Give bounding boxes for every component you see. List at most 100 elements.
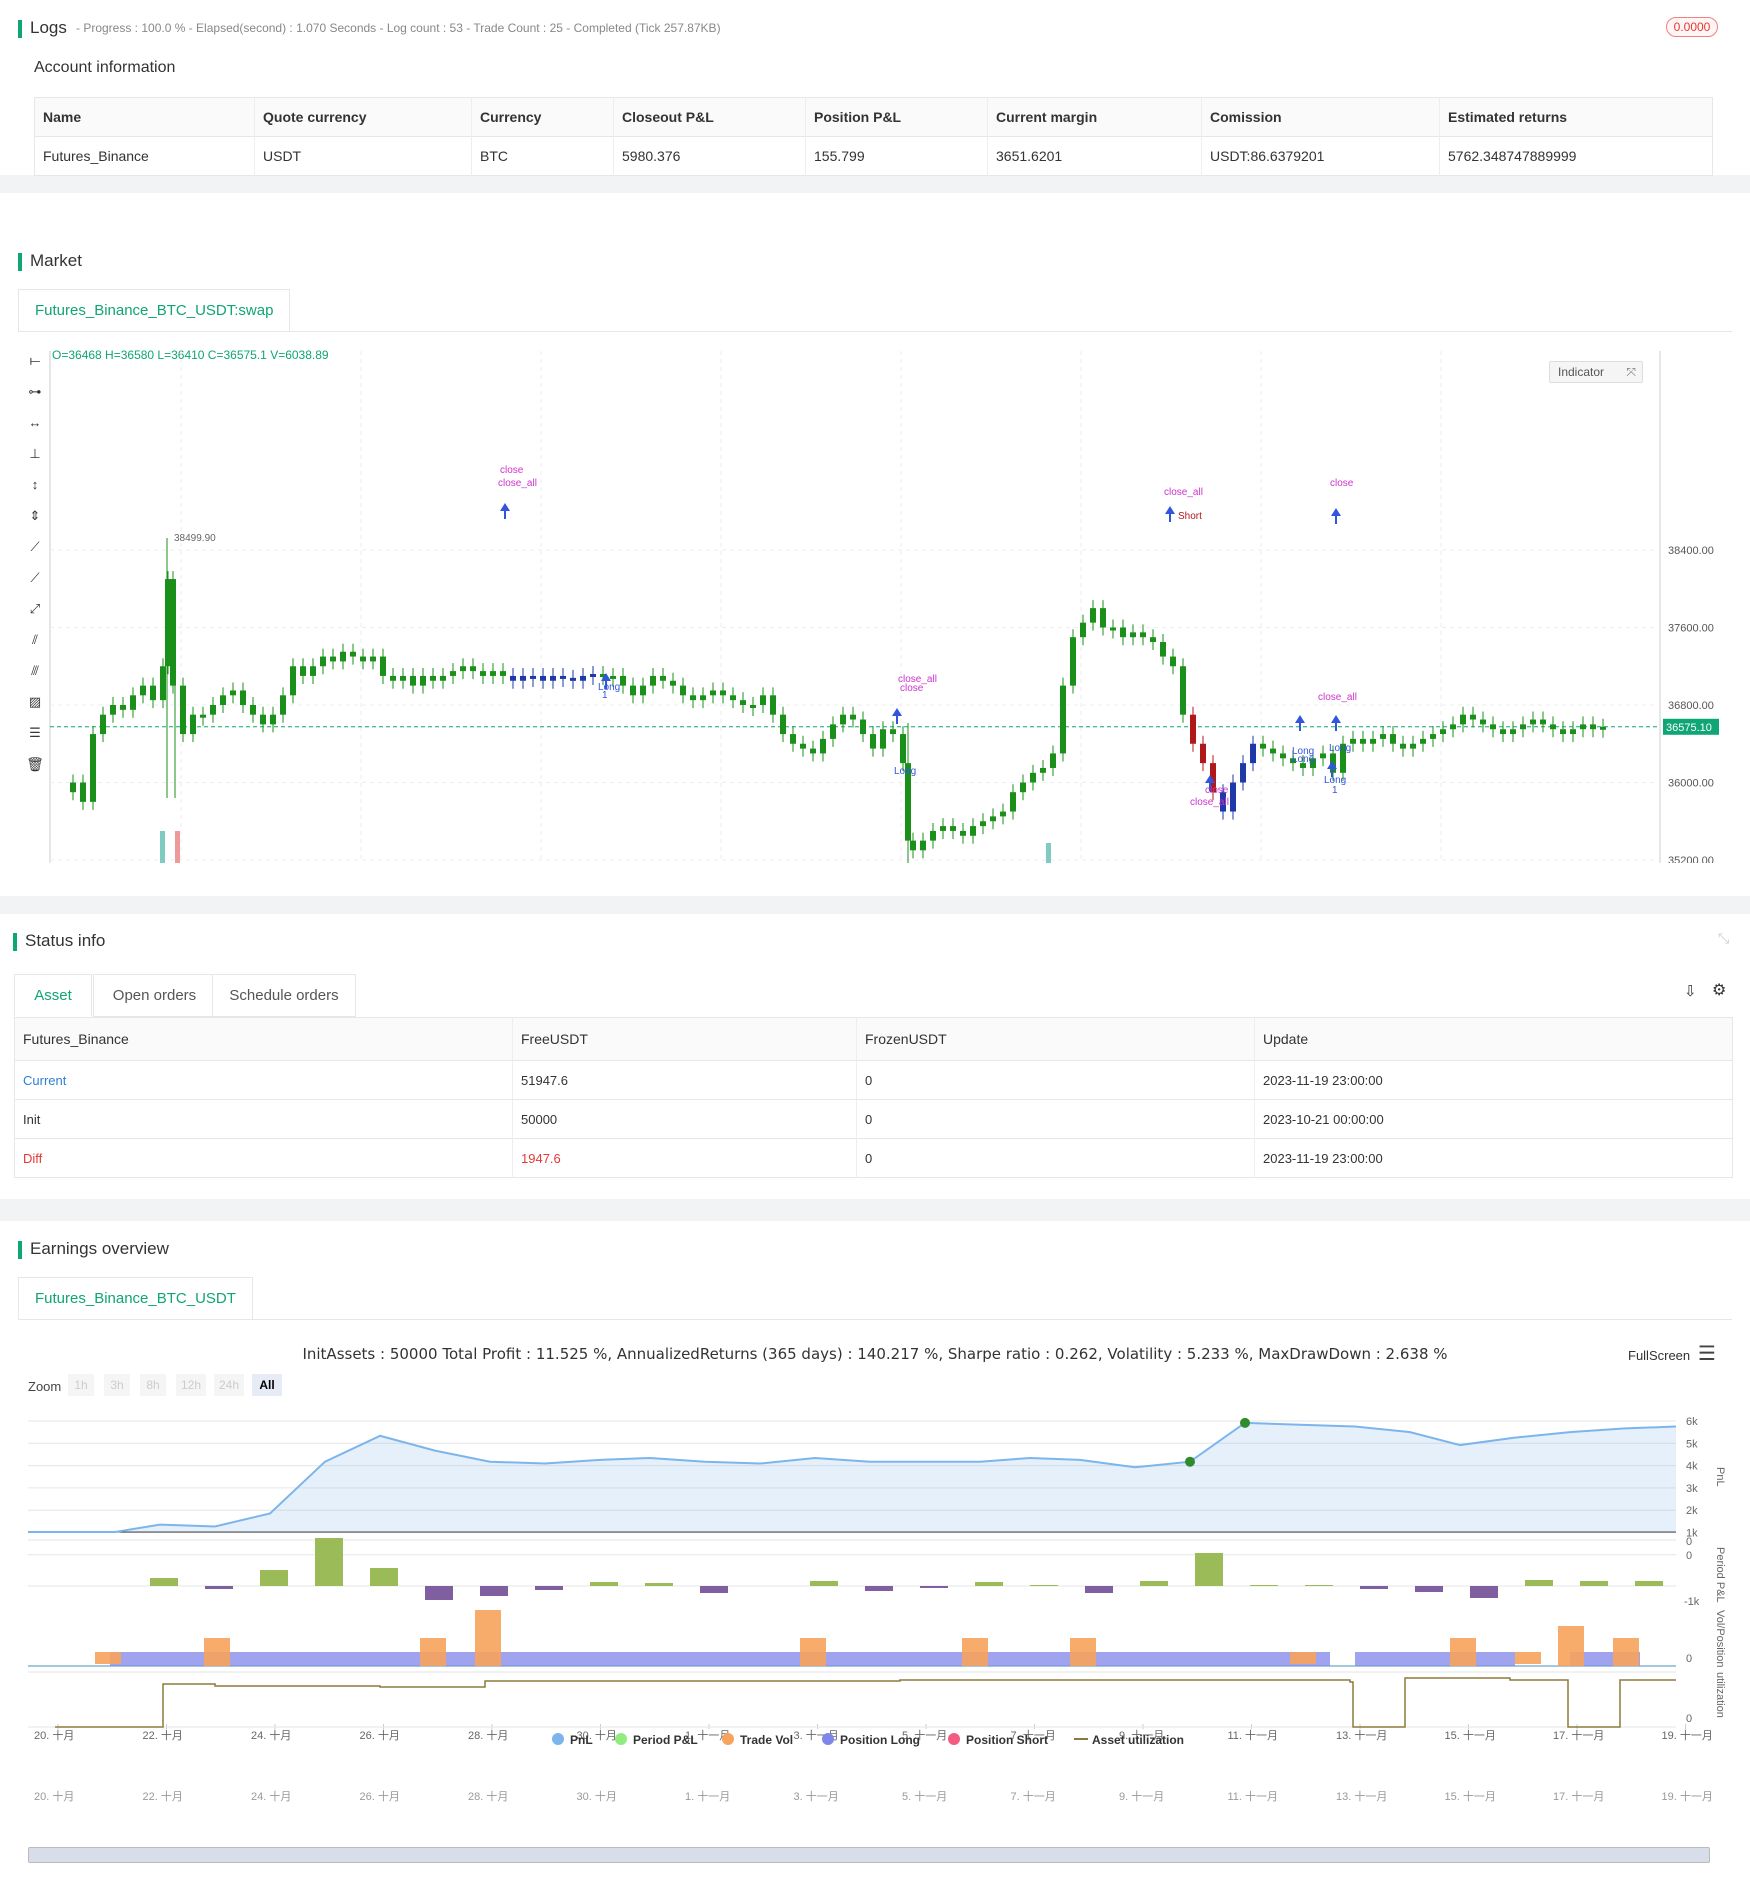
tab-market-symbol[interactable]: Futures_Binance_BTC_USDT:swap (18, 289, 291, 331)
price-tick-label: 35200.00 (1668, 855, 1714, 863)
trade-marker-label: close (900, 683, 924, 694)
period-pnl-bar (1250, 1585, 1278, 1586)
candle-body (730, 695, 736, 701)
legend-item-label[interactable]: Position Long (840, 1733, 920, 1747)
segment-tool-icon[interactable]: ⤢ (29, 601, 41, 616)
tab-underline (18, 1319, 1732, 1320)
horizontal-segment-tool-icon[interactable]: ↔ (28, 415, 42, 430)
candle-body (1320, 753, 1326, 759)
navigator-x-label: 22. 十月 (143, 1789, 183, 1803)
collapse-icon[interactable]: ⤡ (1718, 930, 1730, 946)
candlestick-chart[interactable]: 38400.00 37600.00 36800.00 36000.00 35200.00… (0, 343, 1750, 863)
price-line-tool-icon[interactable]: ⫽ (32, 632, 38, 647)
layers-tool-icon[interactable]: ☰ (29, 725, 41, 740)
trend-line-tool-icon[interactable]: ⟋ (30, 539, 40, 554)
navigator-x-label: 1. 十一月 (685, 1789, 730, 1803)
legend-item-label[interactable]: Trade Vol (740, 1733, 793, 1747)
zoom-3h-button[interactable]: 3h (104, 1374, 130, 1396)
trash-icon[interactable]: 🗑 (26, 756, 44, 772)
asset-table: Futures_Binance FreeUSDT FrozenUSDT Upda… (14, 1017, 1733, 1178)
indicator-button[interactable]: Indicator ⤧ (1549, 361, 1643, 383)
zoom-8h-button[interactable]: 8h (140, 1374, 166, 1396)
expand-icon: ⤧ (1626, 365, 1636, 379)
candle-body (1280, 753, 1286, 759)
parallel-channel-tool-icon[interactable]: ⫻ (31, 663, 39, 678)
candle-body (750, 705, 756, 708)
header-closeout-pnl: Closeout P&L (613, 97, 806, 137)
market-panel: Market Futures_Binance_BTC_USDT:swap ⟝ ⊶… (0, 193, 1750, 896)
menu-icon[interactable]: ☰ (1698, 1343, 1716, 1365)
legend-item-label[interactable]: Asset utilization (1092, 1733, 1184, 1747)
row-label-current: Current (14, 1060, 513, 1100)
candle-body (1580, 724, 1586, 730)
candle-body (990, 816, 996, 822)
cloud-download-icon[interactable]: ⇩ (1684, 983, 1697, 1000)
horizontal-ray-tool-icon[interactable]: ⊶ (28, 384, 42, 399)
candle-body (870, 734, 876, 749)
zoom-24h-button[interactable]: 24h (214, 1374, 244, 1396)
vertical-segment-tool-icon[interactable]: ⇕ (29, 508, 41, 523)
logs-summary: - Progress : 100.0 % - Elapsed(second) :… (76, 21, 721, 35)
candle-body (200, 714, 206, 718)
logs-badge[interactable]: 0.0000 (1666, 17, 1718, 37)
vertical-line-tool-icon[interactable]: ⊥ (29, 446, 41, 461)
header-name: Name (34, 97, 255, 137)
trade-arrow-icon (1205, 775, 1215, 791)
navigator-scrollbar[interactable] (28, 1847, 1710, 1863)
pnl-marker (1185, 1456, 1195, 1467)
candle-body (1480, 719, 1486, 725)
candle-body (1170, 656, 1176, 667)
market-title: Market (18, 251, 82, 271)
x-axis-label: 24. 十月 (251, 1728, 291, 1742)
navigator-x-label: 26. 十月 (360, 1789, 400, 1803)
candle-body (100, 714, 106, 735)
zoom-12h-button[interactable]: 12h (176, 1374, 206, 1396)
candle-body (1530, 719, 1536, 725)
trade-marker-label: close (1330, 478, 1354, 489)
candle-body (1360, 738, 1366, 744)
navigator-x-label: 24. 十月 (251, 1789, 291, 1803)
fullscreen-button[interactable]: FullScreen (1628, 1348, 1691, 1363)
candle-body (250, 705, 256, 715)
period-pnl-bar (315, 1538, 343, 1586)
zoom-all-button[interactable]: All (252, 1374, 282, 1396)
candle-body (1200, 743, 1206, 764)
tab-asset[interactable]: Asset (14, 974, 92, 1017)
gear-icon[interactable]: ⚙ (1712, 982, 1727, 999)
candle-body (120, 705, 126, 710)
x-axis-label: 17. 十一月 (1553, 1728, 1604, 1742)
tab-earnings-symbol[interactable]: Futures_Binance_BTC_USDT (18, 1277, 253, 1319)
candle-body (1260, 743, 1266, 749)
candle-body (560, 675, 566, 679)
legend-dot-icon (552, 1733, 564, 1745)
cell-frozen: 0 (856, 1099, 1255, 1139)
zoom-1h-button[interactable]: 1h (68, 1374, 94, 1396)
tab-open-orders[interactable]: Open orders (93, 974, 216, 1017)
horizontal-line-tool-icon[interactable]: ⟝ (29, 353, 41, 368)
candle-body (70, 782, 76, 793)
candle-body (700, 695, 706, 701)
cell-free-diff: 1947.6 (512, 1138, 857, 1178)
candle-body (1430, 734, 1436, 739)
legend-dot-icon (948, 1733, 960, 1745)
tab-schedule-orders[interactable]: Schedule orders (212, 974, 356, 1017)
candle-body (1110, 627, 1116, 631)
position-long-bar (1355, 1652, 1515, 1666)
candle-body (480, 671, 486, 676)
candle-body (470, 666, 476, 672)
navigator-x-label: 30. 十月 (577, 1789, 617, 1803)
legend-item-label[interactable]: Position Short (966, 1733, 1048, 1747)
candle-body (970, 826, 976, 836)
cell-update: 2023-11-19 23:00:00 (1263, 1072, 1383, 1088)
earnings-chart[interactable]: 20. 十月 22. 十月 24. 十月 26. 十月 28. 十月 30. 十月 1. 十… (0, 1404, 1750, 1824)
trade-marker-label: close_all (1164, 487, 1203, 498)
fib-tool-icon[interactable]: ▨ (28, 694, 42, 709)
candle-body (570, 677, 576, 681)
period-axis-title: Period P&L (1714, 1547, 1726, 1603)
legend-item-label[interactable]: Period P&L (633, 1733, 698, 1747)
vertical-ray-tool-icon[interactable]: ↕ (31, 477, 39, 492)
ray-line-tool-icon[interactable]: ⟋ (30, 570, 40, 585)
candle-body (1470, 714, 1476, 720)
period-pnl-bar (1360, 1586, 1388, 1589)
legend-item-label[interactable]: PnL (570, 1733, 593, 1747)
